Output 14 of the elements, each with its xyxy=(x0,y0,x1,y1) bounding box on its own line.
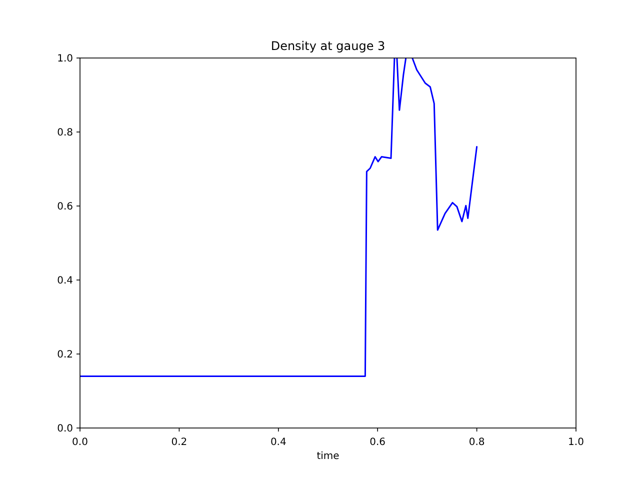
y-tick-label: 0.2 xyxy=(57,350,73,360)
x-tick-label: 0.4 xyxy=(270,437,286,448)
y-tick-label: 0.8 xyxy=(57,128,73,138)
y-tick-label: 0.4 xyxy=(57,276,73,286)
x-tick-label: 0.2 xyxy=(171,437,188,448)
x-tick-label: 0.0 xyxy=(72,437,88,448)
x-tick-label: 0.6 xyxy=(370,437,386,448)
y-tick-label: 1.0 xyxy=(57,54,73,64)
x-tick-label: 1.0 xyxy=(568,437,584,448)
y-tick-label: 0.6 xyxy=(57,202,73,212)
y-tick-label: 0.0 xyxy=(57,424,73,434)
x-tick-label: 0.8 xyxy=(468,437,485,448)
x-axis-title: time xyxy=(316,451,340,462)
chart-title: Density at gauge 3 xyxy=(270,39,386,53)
